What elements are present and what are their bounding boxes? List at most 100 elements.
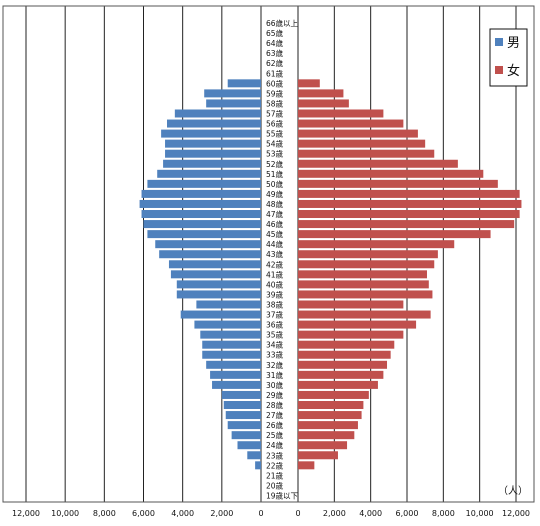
age-label: 29歳 [266, 390, 284, 400]
bar-male [141, 210, 261, 219]
age-label: 56歳 [266, 119, 284, 129]
plot-frame [2, 5, 535, 503]
bar-female [298, 320, 417, 329]
x-tick-label-left: 4,000 [171, 509, 194, 518]
age-label: 41歳 [266, 269, 284, 279]
x-tick-label-left: 12,000 [12, 509, 40, 518]
age-label: 38歳 [266, 299, 284, 309]
age-label: 34歳 [266, 340, 284, 350]
age-label: 25歳 [266, 430, 284, 440]
bar-female [298, 220, 515, 229]
legend: 男 女 [489, 28, 528, 87]
bar-female [298, 411, 362, 420]
bar-male [161, 129, 261, 138]
x-tick-label-right: 4,000 [359, 509, 382, 518]
age-label: 50歳 [266, 179, 284, 189]
bar-male [255, 461, 261, 470]
age-label: 24歳 [266, 440, 284, 450]
bar-male [223, 401, 261, 410]
bar-male [180, 310, 261, 319]
bar-male [176, 280, 261, 289]
bar-female [298, 129, 418, 138]
age-label: 66歳以上 [266, 18, 299, 28]
bar-female [298, 280, 429, 289]
x-axis-tick-labels: 12,000 10,000 8,000 6,000 4,000 2,000 0 0 2,000 4… [12, 509, 530, 518]
bar-male [141, 189, 261, 198]
age-label: 53歳 [266, 149, 284, 159]
age-label: 35歳 [266, 330, 284, 340]
bar-female [298, 119, 404, 128]
age-label: 51歳 [266, 169, 284, 179]
bar-female [298, 461, 315, 470]
bar-female [298, 310, 431, 319]
age-label: 20歳 [266, 480, 284, 490]
bar-female [298, 149, 435, 158]
age-label: 19歳以下 [266, 490, 299, 500]
bar-male [221, 390, 261, 399]
bar-male [202, 350, 261, 359]
bar-male [231, 431, 261, 440]
bar-male [165, 149, 261, 158]
bar-male [168, 260, 261, 269]
bar-male [155, 240, 261, 249]
bar-female [298, 159, 458, 168]
bar-male [176, 290, 261, 299]
age-label: 58歳 [266, 98, 284, 108]
age-label: 63歳 [266, 48, 284, 58]
age-label: 52歳 [266, 159, 284, 169]
bar-female [298, 350, 391, 359]
bar-male [206, 360, 261, 369]
bar-male [212, 380, 261, 389]
bar-female [298, 99, 349, 108]
age-label: 47歳 [266, 209, 284, 219]
bar-male [143, 220, 261, 229]
bar-male [163, 159, 261, 168]
bar-female [298, 240, 455, 249]
bar-female [298, 330, 404, 339]
age-label: 57歳 [266, 108, 284, 118]
bar-female [298, 210, 520, 219]
bar-female [298, 179, 498, 188]
bar-male [200, 330, 261, 339]
bar-male [227, 421, 261, 430]
legend-label-male: 男 [507, 36, 520, 51]
bar-female [298, 169, 484, 178]
bar-female [298, 340, 395, 349]
legend-swatch-male [495, 38, 503, 46]
bar-female [298, 451, 338, 460]
bar-female [298, 431, 355, 440]
age-label: 23歳 [266, 450, 284, 460]
x-tick-label-right: 10,000 [466, 509, 494, 518]
x-tick-label-right: 2,000 [323, 509, 346, 518]
bar-male [139, 199, 261, 208]
unit-label: （人） [498, 485, 528, 497]
bar-male [206, 99, 261, 108]
age-label: 55歳 [266, 129, 284, 139]
x-tick-label-left: 2,000 [210, 509, 233, 518]
age-label: 46歳 [266, 219, 284, 229]
bar-male [237, 441, 261, 450]
age-label: 59歳 [266, 88, 284, 98]
bar-female [298, 250, 438, 259]
age-label: 39歳 [266, 289, 284, 299]
age-label: 26歳 [266, 420, 284, 430]
bar-male [170, 270, 261, 279]
age-label: 43歳 [266, 249, 284, 259]
bar-female [298, 270, 427, 279]
bar-female [298, 390, 369, 399]
bar-female [298, 300, 404, 309]
bar-female [298, 401, 364, 410]
x-tick-label-right: 12,000 [502, 509, 530, 518]
bar-female [298, 290, 433, 299]
x-tick-label-left: 0 [258, 509, 263, 518]
age-label: 65歳 [266, 28, 284, 38]
female-bars [298, 79, 522, 470]
bar-male [174, 109, 261, 118]
male-bars [139, 79, 261, 470]
bar-female [298, 139, 426, 148]
age-label: 31歳 [266, 370, 284, 380]
bar-female [298, 230, 491, 239]
bar-female [298, 109, 384, 118]
bar-male [147, 179, 261, 188]
